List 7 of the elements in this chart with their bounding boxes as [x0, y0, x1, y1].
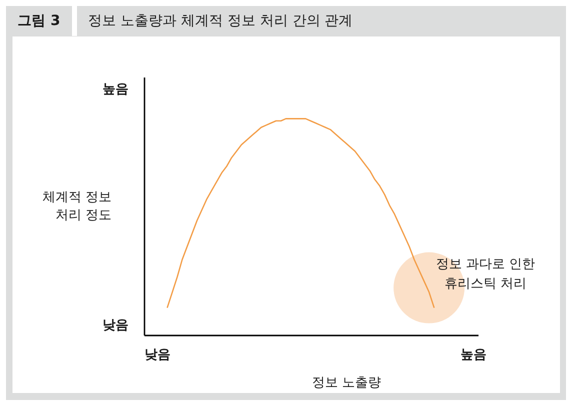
text: 높음	[102, 82, 128, 97]
y-axis-title: 체계적 정보 처리 정도	[42, 190, 112, 223]
x-axis-title: 정보 노출량	[312, 376, 382, 390]
text: 낮음	[102, 318, 128, 333]
annotation: 정보 과다로 인한 휴리스틱 처리	[436, 256, 536, 292]
chart-title: 정보 노출량과 체계적 정보 처리 간의 관계	[88, 12, 353, 31]
caption: 그림 3	[18, 12, 60, 31]
